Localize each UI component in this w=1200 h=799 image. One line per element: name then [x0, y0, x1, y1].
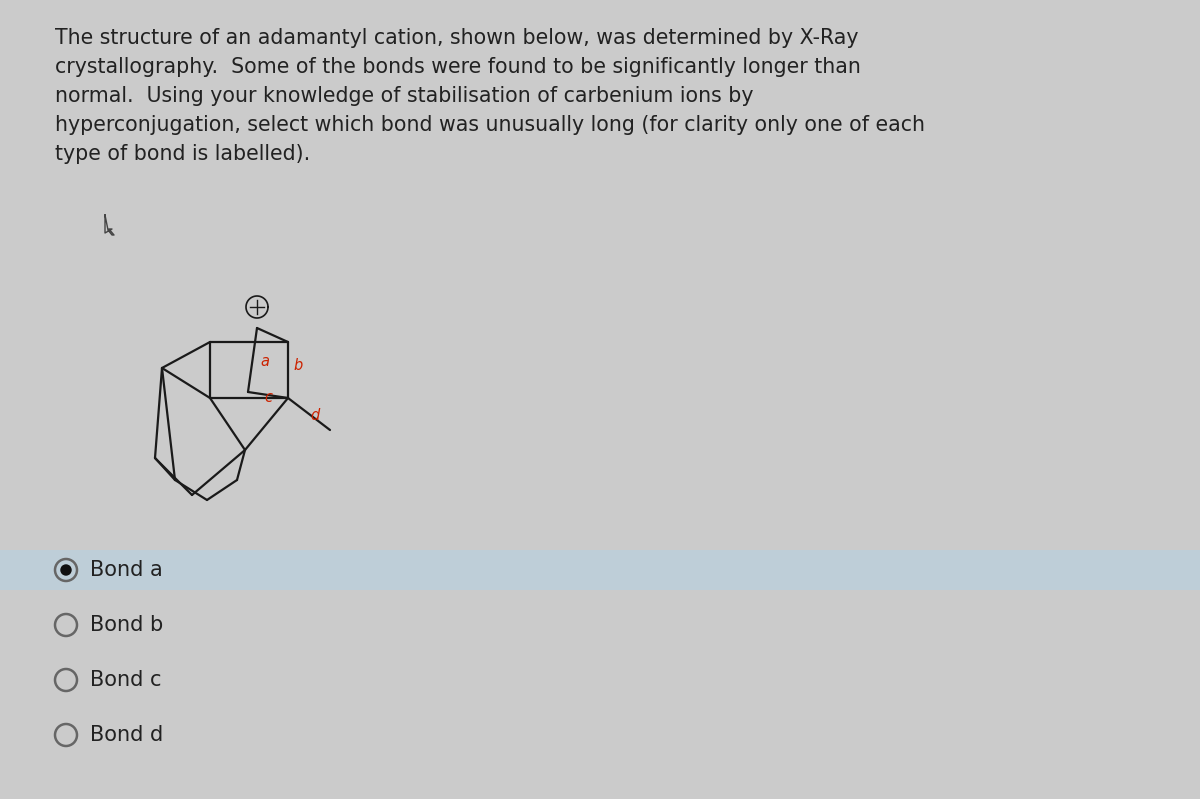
- Text: type of bond is labelled).: type of bond is labelled).: [55, 144, 311, 164]
- Text: b: b: [293, 357, 302, 372]
- Text: a: a: [260, 355, 270, 369]
- Text: Bond a: Bond a: [90, 560, 163, 580]
- FancyBboxPatch shape: [0, 550, 1200, 590]
- Text: normal.  Using your knowledge of stabilisation of carbenium ions by: normal. Using your knowledge of stabilis…: [55, 86, 754, 106]
- Text: Bond b: Bond b: [90, 615, 163, 635]
- Text: c: c: [264, 391, 272, 406]
- Text: Bond c: Bond c: [90, 670, 162, 690]
- Text: Bond d: Bond d: [90, 725, 163, 745]
- Text: d: d: [311, 407, 319, 423]
- Circle shape: [60, 564, 72, 576]
- Text: hyperconjugation, select which bond was unusually long (for clarity only one of : hyperconjugation, select which bond was …: [55, 115, 925, 135]
- Text: crystallography.  Some of the bonds were found to be significantly longer than: crystallography. Some of the bonds were …: [55, 57, 860, 77]
- Text: The structure of an adamantyl cation, shown below, was determined by X-Ray: The structure of an adamantyl cation, sh…: [55, 28, 858, 48]
